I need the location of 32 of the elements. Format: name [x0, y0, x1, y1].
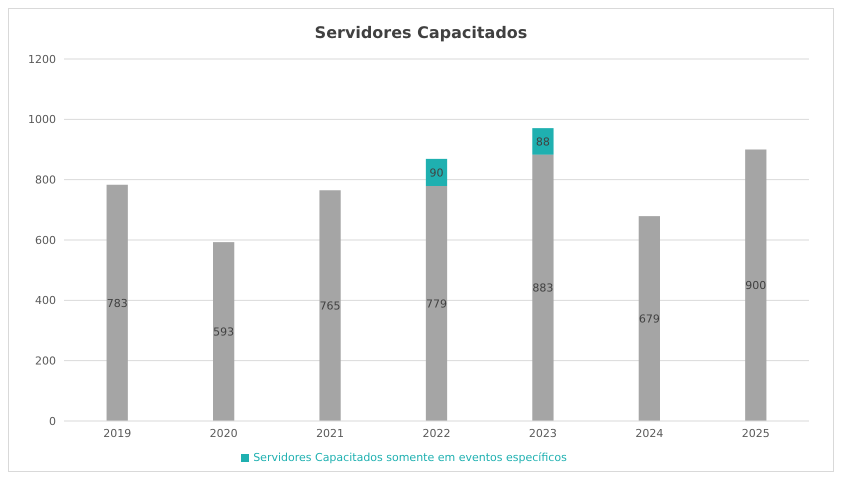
bar [106, 184, 128, 421]
bar [319, 190, 341, 421]
y-tick-label: 200 [35, 354, 56, 368]
legend-label: Servidores Capacitados somente em eventos específicos [253, 451, 567, 464]
data-label: 783 [106, 296, 128, 310]
x-tick-label: 2019 [103, 426, 132, 440]
x-tick-label: 2023 [528, 426, 557, 440]
data-label: 593 [213, 325, 234, 338]
y-tick-label: 800 [35, 174, 56, 187]
data-label: 779 [426, 297, 447, 310]
bar [638, 216, 660, 421]
bar [745, 150, 766, 421]
data-label: 900 [745, 279, 766, 292]
x-tick-label: 2021 [316, 426, 344, 440]
data-label: 88 [536, 135, 550, 148]
bar [532, 154, 554, 421]
chart-title: Servidores Capacitados [314, 22, 528, 44]
x-tick-label: 2022 [422, 426, 450, 440]
data-label: 679 [638, 312, 660, 326]
data-label: 883 [532, 282, 554, 295]
y-tick-label: 0 [49, 414, 56, 428]
x-tick-label: 2025 [742, 426, 770, 440]
x-tick-label: 2024 [635, 426, 664, 440]
data-label: 765 [320, 300, 341, 313]
data-label: 90 [430, 166, 444, 180]
bar [426, 186, 448, 421]
y-tick-label: 1000 [28, 113, 56, 126]
y-tick-label: 1200 [28, 52, 56, 66]
bar [213, 242, 234, 421]
x-tick-label: 2020 [210, 426, 238, 440]
y-tick-label: 600 [35, 234, 56, 247]
y-tick-label: 400 [35, 294, 56, 308]
